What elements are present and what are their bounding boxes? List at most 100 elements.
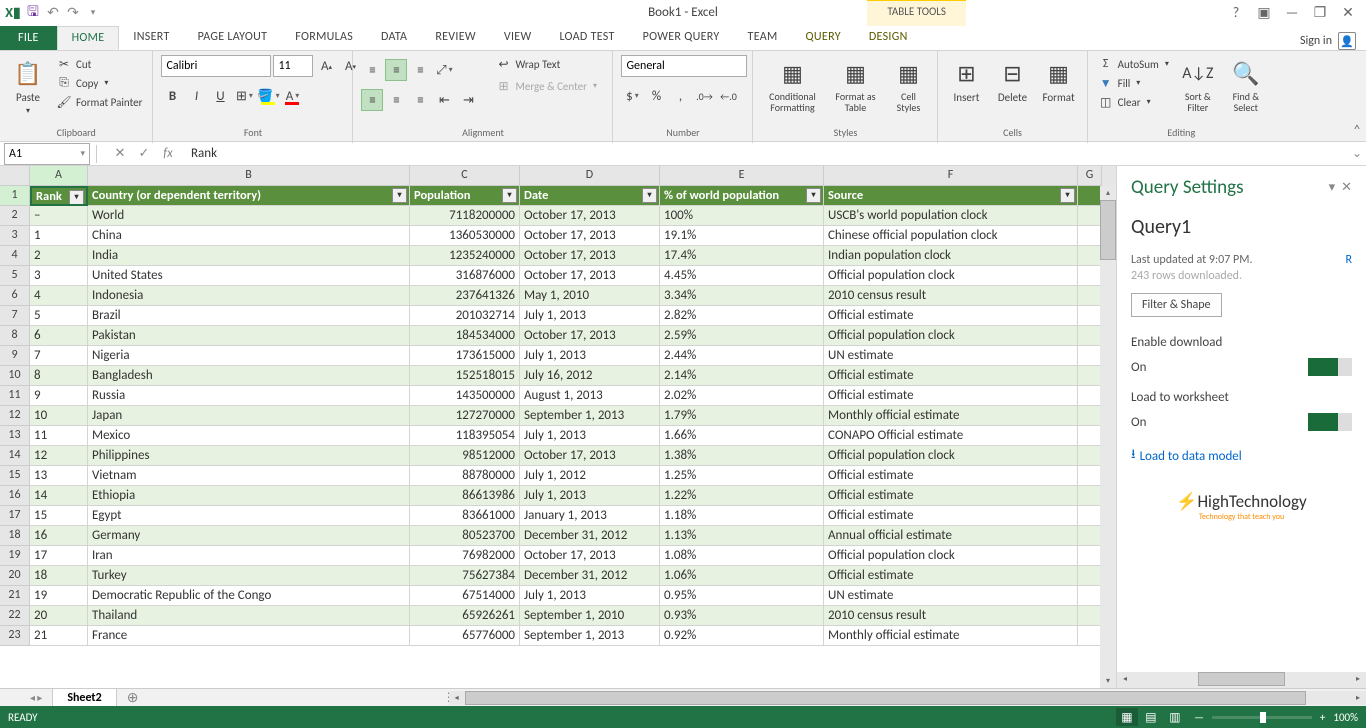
tab-query[interactable]: QUERY [792,26,855,50]
delete-cells-button[interactable]: ⊟Delete [992,55,1032,106]
cell[interactable]: July 1, 2013 [520,346,660,366]
filter-shape-button[interactable]: Filter & Shape [1131,293,1222,317]
cell[interactable] [1078,386,1102,406]
cell[interactable]: 8 [30,366,88,386]
collapse-ribbon-icon[interactable]: ^ [1354,123,1360,137]
cell[interactable]: 0.93% [660,606,824,626]
scroll-thumb-horizontal[interactable] [465,691,1306,705]
scroll-left-icon[interactable]: ◂ [449,691,465,705]
cell[interactable] [1078,266,1102,286]
page-break-view-icon[interactable]: ▥ [1164,708,1186,726]
expand-formula-bar-icon[interactable]: ⌄ [1348,146,1366,161]
cell[interactable] [1078,606,1102,626]
row-header[interactable]: 12 [0,406,30,426]
cell[interactable]: December 31, 2012 [520,566,660,586]
fill-button[interactable]: ▼Fill▾ [1096,74,1171,92]
border-button[interactable]: ⊞ [233,85,255,107]
cell[interactable] [1078,406,1102,426]
name-box[interactable]: A1▾ [4,143,90,165]
cell[interactable]: USCB's world population clock [824,206,1078,226]
cell-styles-button[interactable]: ▦Cell Styles [887,55,929,115]
cell[interactable]: Official estimate [824,306,1078,326]
cell[interactable]: 1.06% [660,566,824,586]
row-header[interactable]: 22 [0,606,30,626]
format-as-table-button[interactable]: ▦Format as Table [829,55,881,115]
table-header-cell[interactable]: Population▾ [410,186,520,206]
cell[interactable]: January 1, 2013 [520,506,660,526]
redo-icon[interactable]: ↷ [64,4,82,22]
ribbon-display-icon[interactable]: ▣ [1252,4,1276,22]
pane-close-icon[interactable]: ✕ [1341,180,1352,195]
cell[interactable]: 4.45% [660,266,824,286]
cell[interactable]: Official population clock [824,266,1078,286]
cell[interactable]: Official population clock [824,326,1078,346]
cell[interactable]: 127270000 [410,406,520,426]
cell[interactable]: Democratic Republic of the Congo [88,586,410,606]
cell[interactable]: 16 [30,526,88,546]
cell[interactable]: July 1, 2013 [520,426,660,446]
comma-format-icon[interactable]: , [669,85,691,107]
table-header-cell[interactable]: Country (or dependent territory)▾ [88,186,410,206]
font-size-select[interactable] [273,55,313,77]
italic-button[interactable]: I [185,85,207,107]
scroll-up-icon[interactable]: ▴ [1100,186,1116,200]
cell[interactable]: October 17, 2013 [520,206,660,226]
cell[interactable] [1078,226,1102,246]
underline-button[interactable]: U [209,85,231,107]
percent-format-icon[interactable]: % [645,85,667,107]
cell[interactable]: 2 [30,246,88,266]
cell[interactable]: China [88,226,410,246]
cut-button[interactable]: ✂Cut [54,55,144,73]
cell[interactable]: 143500000 [410,386,520,406]
enter-formula-icon[interactable]: ✓ [133,144,155,164]
zoom-thumb[interactable] [1260,712,1266,723]
cell[interactable]: 1.22% [660,486,824,506]
row-header[interactable]: 8 [0,326,30,346]
tab-formulas[interactable]: FORMULAS [281,26,367,50]
middle-align-icon[interactable]: ≡ [385,59,407,81]
cell[interactable]: 2.59% [660,326,824,346]
cell[interactable]: July 1, 2012 [520,466,660,486]
cell[interactable]: 2010 census result [824,606,1078,626]
column-header[interactable]: B [88,166,410,186]
tab-load-test[interactable]: Load Test [545,26,628,50]
tab-data[interactable]: DATA [367,26,421,50]
row-header[interactable]: 23 [0,626,30,646]
tab-team[interactable]: Team [734,26,792,50]
cancel-formula-icon[interactable]: ✕ [109,144,131,164]
row-header[interactable]: 19 [0,546,30,566]
zoom-out-icon[interactable]: — [1194,711,1204,724]
cell[interactable]: CONAPO Official estimate [824,426,1078,446]
row-header[interactable]: 17 [0,506,30,526]
bottom-align-icon[interactable]: ≡ [409,59,431,81]
cell[interactable]: 13 [30,466,88,486]
cell[interactable]: 173615000 [410,346,520,366]
cell[interactable]: 80523700 [410,526,520,546]
pane-options-icon[interactable]: ▾ [1329,180,1336,195]
cell[interactable] [1078,346,1102,366]
cell[interactable]: – [30,206,88,226]
row-header[interactable]: 7 [0,306,30,326]
row-header[interactable]: 4 [0,246,30,266]
cell[interactable] [1078,546,1102,566]
column-header[interactable]: E [660,166,824,186]
cell[interactable]: October 17, 2013 [520,326,660,346]
cell[interactable]: Official estimate [824,366,1078,386]
cell[interactable]: 1.13% [660,526,824,546]
table-header-cell[interactable]: Source▾ [824,186,1078,206]
cell[interactable] [1078,486,1102,506]
cell[interactable]: 2.14% [660,366,824,386]
row-header[interactable]: 9 [0,346,30,366]
cell[interactable]: 1.25% [660,466,824,486]
cell[interactable]: October 17, 2013 [520,546,660,566]
cell[interactable]: Monthly official estimate [824,406,1078,426]
row-header[interactable]: 18 [0,526,30,546]
cell[interactable]: September 1, 2013 [520,406,660,426]
cell[interactable]: 0.95% [660,586,824,606]
cell[interactable]: 65776000 [410,626,520,646]
column-header[interactable]: A [30,166,88,186]
cell[interactable]: 1360530000 [410,226,520,246]
cell[interactable]: Indonesia [88,286,410,306]
pane-scroll-right-icon[interactable]: ▸ [1350,672,1366,686]
pane-scroll-left-icon[interactable]: ◂ [1117,672,1133,686]
